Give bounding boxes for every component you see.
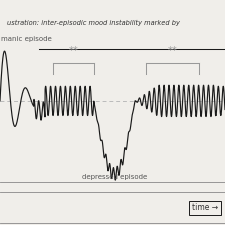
- Text: time →: time →: [192, 203, 218, 212]
- Text: **: **: [168, 47, 177, 56]
- Text: **: **: [68, 47, 78, 56]
- Text: ustration: inter-episodic mood instability marked by: ustration: inter-episodic mood instabili…: [7, 20, 180, 26]
- Text: depressed episode: depressed episode: [82, 174, 147, 180]
- Text: manic episode: manic episode: [1, 36, 52, 42]
